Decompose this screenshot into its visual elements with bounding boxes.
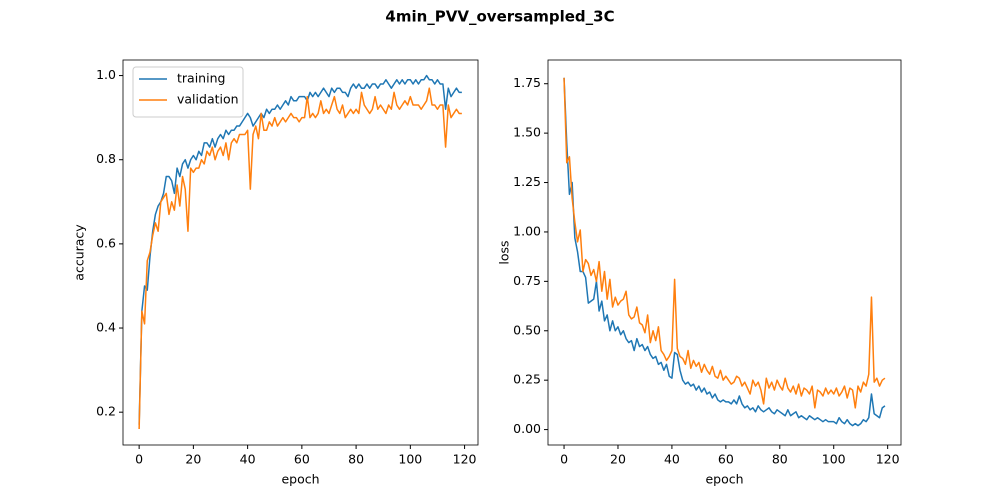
- x-tick-label: 100: [822, 452, 846, 467]
- legend-label: validation: [177, 92, 239, 107]
- y-tick-label: 0.4: [96, 320, 116, 335]
- y-tick-label: 1.0: [96, 67, 116, 82]
- x-tick-label: 20: [185, 452, 201, 467]
- x-axis-label: epoch: [281, 472, 319, 487]
- x-tick-label: 60: [294, 452, 310, 467]
- y-tick-label: 1.50: [513, 125, 541, 140]
- axes-frame: [122, 59, 479, 446]
- axes-frame: [547, 59, 902, 446]
- series-line: [563, 77, 886, 427]
- x-axis-label: epoch: [705, 472, 743, 487]
- x-tick-label: 40: [240, 452, 256, 467]
- y-tick-label: 1.25: [513, 174, 541, 189]
- x-tick-label: 40: [664, 452, 680, 467]
- y-tick-label: 0.25: [513, 372, 541, 387]
- y-tick-label: 0.75: [513, 273, 541, 288]
- x-tick-label: 20: [610, 452, 626, 467]
- x-tick-label: 120: [453, 452, 477, 467]
- series-line: [138, 74, 462, 425]
- x-tick-label: 120: [876, 452, 900, 467]
- y-tick-label: 0.8: [96, 151, 116, 166]
- y-tick-label: 0.6: [96, 235, 116, 250]
- series-line: [138, 87, 462, 430]
- figure-title: 4min_PVV_oversampled_3C: [385, 8, 614, 26]
- legend-label: training: [177, 71, 225, 86]
- series-line: [563, 77, 886, 409]
- x-tick-label: 80: [348, 452, 364, 467]
- y-axis-label: accuracy: [72, 224, 87, 281]
- y-tick-label: 1.75: [513, 75, 541, 90]
- y-tick-label: 0.2: [96, 404, 116, 419]
- x-tick-label: 80: [772, 452, 788, 467]
- y-tick-label: 0.00: [513, 421, 541, 436]
- x-tick-label: 0: [135, 452, 143, 467]
- x-tick-label: 0: [560, 452, 568, 467]
- y-tick-label: 0.50: [513, 322, 541, 337]
- x-tick-label: 100: [398, 452, 422, 467]
- y-tick-label: 1.00: [513, 223, 541, 238]
- x-tick-label: 60: [718, 452, 734, 467]
- y-axis-label: loss: [497, 240, 512, 264]
